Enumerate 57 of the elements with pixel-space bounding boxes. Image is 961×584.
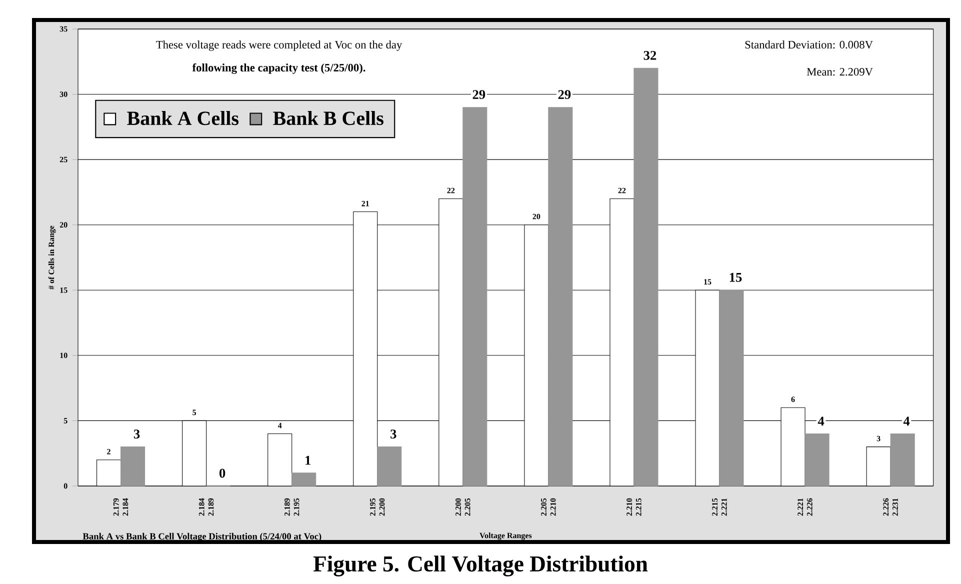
legend-label: Bank B Cells: [273, 111, 384, 126]
bar: [548, 107, 573, 486]
y-tick-label: 0: [64, 483, 68, 489]
y-tick-label: 20: [60, 222, 68, 228]
data-label: 22: [447, 188, 455, 194]
annotation: Standard Deviation: 0.008V: [745, 40, 873, 49]
bar: [120, 446, 146, 486]
bar: [462, 107, 488, 486]
text: Bank A vs Bank B Cell Voltage Distribution (5/24/00 at Voc): [82, 532, 322, 542]
x-tick-label: 2.215 2.221: [712, 498, 727, 516]
data-label: 1: [306, 456, 310, 465]
data-label: 2: [107, 448, 110, 454]
data-label: 32: [644, 50, 656, 60]
y-tick-label: 10: [60, 352, 68, 358]
data-label: 3: [390, 430, 396, 439]
x-tick-label: 2.179 2.184: [113, 498, 128, 516]
x-axis-title: Voltage Ranges: [480, 532, 532, 540]
x-tick-label: 2.184 2.189: [198, 498, 214, 516]
data-label: 6: [791, 396, 795, 402]
y-tick-label: 35: [60, 26, 68, 32]
x-tick-label: 2.221 2.226: [798, 498, 812, 516]
annotation: These voltage reads were completed at Voc on the day: [156, 40, 402, 51]
x-tick-label: 2.226 2.231: [883, 498, 898, 516]
text: Figure 5. Cell Voltage Distribution: [313, 556, 648, 576]
legend-label: Bank A Cells: [127, 111, 239, 126]
annotation: Mean: 2.209V: [806, 68, 873, 76]
bar: [292, 472, 316, 486]
data-label: 29: [558, 90, 571, 100]
data-label: 5: [192, 410, 196, 416]
data-label: 29: [472, 90, 486, 100]
data-label: 21: [362, 200, 369, 206]
data-label: 4: [818, 416, 824, 426]
data-label: 3: [876, 436, 880, 442]
y-tick-label: 15: [60, 287, 68, 293]
data-label: 22: [618, 188, 626, 194]
y-tick-label: 5: [64, 418, 68, 424]
y-axis-title: # of Cells in Range: [48, 226, 56, 290]
data-label: 15: [704, 279, 712, 285]
y-tick-label: 25: [60, 156, 68, 162]
data-label: 0: [219, 468, 226, 478]
bar: [890, 433, 915, 486]
x-tick-label: 2.189 2.195: [284, 498, 300, 516]
bar: [634, 68, 658, 486]
data-label: 4: [278, 422, 282, 428]
data-label: 3: [134, 430, 140, 439]
x-tick-label: 2.210 2.215: [626, 498, 642, 516]
bar: [804, 433, 830, 486]
bar: [377, 446, 402, 486]
x-tick-label: 2.200 2.205: [456, 498, 470, 516]
data-label: 20: [532, 214, 540, 220]
x-tick-label: 2.195 2.200: [370, 498, 385, 516]
data-label: 15: [730, 272, 742, 282]
annotation: following the capacity test (5/25/00).: [192, 63, 366, 74]
bar: [719, 290, 744, 486]
y-tick-label: 30: [60, 92, 68, 97]
data-label: 4: [903, 416, 910, 426]
x-tick-label: 2.205 2.210: [541, 498, 556, 516]
